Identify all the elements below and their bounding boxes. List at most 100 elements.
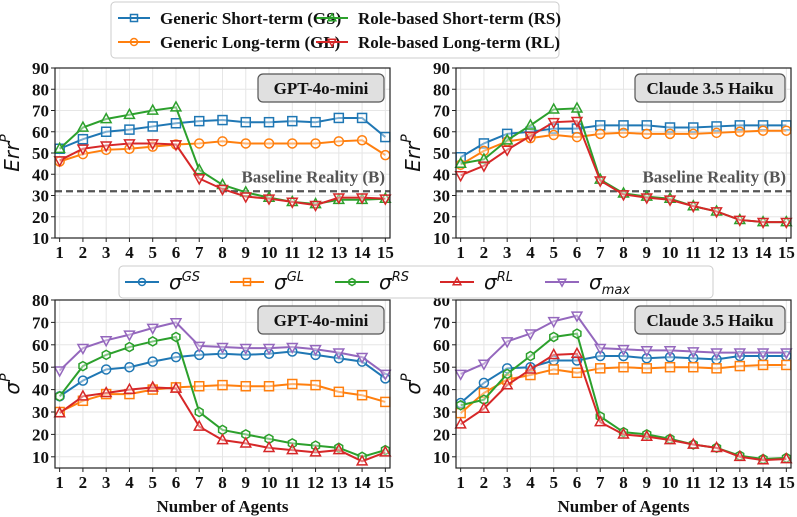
y-tick-label: 10 [32,448,49,467]
legend-marker [451,276,463,286]
x-tick-label: 15 [778,243,795,262]
data-point [77,133,89,145]
data-point [500,378,514,390]
data-point [99,335,113,348]
y-tick-label: 40 [32,165,49,184]
data-point [287,115,298,127]
legend-label: Role-based Short-term (RS) [358,9,561,28]
data-point [733,348,747,360]
data-point [123,330,136,342]
y-tick-label: 40 [433,381,450,400]
x-tick-label: 10 [261,473,278,492]
legend-marker [326,38,338,48]
x-tick-label: 1 [456,243,465,262]
data-point [781,359,792,371]
series-line [460,314,787,375]
data-point [217,114,228,126]
data-point [53,406,66,418]
data-point [478,387,490,399]
x-tick-label: 8 [619,473,628,492]
data-point [216,433,229,445]
series-triangle-up [53,380,392,466]
data-point [477,152,491,164]
legend-label: σmax [589,270,630,298]
data-point [618,127,629,139]
data-point [217,136,228,147]
data-point [193,115,205,127]
baseline-label: Baseline Reality (B) [642,167,786,186]
y-axis-label: ErrP [0,134,24,172]
data-point [594,176,607,188]
x-tick-label: 6 [172,243,181,262]
data-point [193,163,206,175]
panel-title-box [257,305,385,335]
series-line [59,139,386,163]
data-point [333,136,345,147]
data-point [733,449,747,462]
y-tick-label: 40 [433,165,450,184]
data-point [524,329,537,341]
y-tick-label: 20 [32,208,49,227]
data-point [641,128,653,140]
y-tick-label: 60 [32,123,49,142]
data-point [734,360,746,372]
series-triangle-down [53,139,392,213]
x-tick-label: 3 [102,473,111,492]
data-point [756,348,770,360]
y-axis-label: ErrP [399,134,425,172]
legend-label: σRS [379,270,409,294]
axes-frame [455,299,792,469]
y-tick-label: 30 [32,403,49,422]
x-tick-label: 2 [480,473,489,492]
x-tick-label: 7 [195,473,204,492]
data-point [524,131,537,143]
x-tick-label: 13 [330,243,347,262]
data-point [594,350,606,362]
legend-item-GS: σGS [125,270,200,294]
legend-marker [326,12,338,22]
x-tick-label: 2 [79,243,88,262]
legend-marker [556,278,568,288]
legend-label: σRL [484,270,513,294]
y-tick-label: 50 [433,358,450,377]
data-point [570,116,584,129]
data-point [594,343,607,356]
data-point [148,336,158,347]
axes-frame [54,67,391,239]
data-point [76,389,90,401]
y-tick-label: 90 [32,59,49,78]
data-point [216,342,229,354]
x-tick-label: 3 [503,473,512,492]
x-tick-label: 11 [284,473,300,492]
panel-title-box [634,305,786,335]
data-point [286,342,299,354]
data-point [711,127,722,139]
data-point [477,401,491,413]
series-line [59,382,386,413]
legend-item-RS: σRS [335,270,409,294]
data-point [525,350,536,362]
x-tick-label: 6 [172,473,181,492]
data-point [663,195,677,207]
y-tick-label: 20 [32,425,49,444]
x-tick-label: 1 [55,243,64,262]
x-tick-label: 14 [755,473,773,492]
data-point [146,323,159,335]
data-point [477,161,491,173]
data-point [478,377,490,389]
legend-box [110,1,560,59]
y-tick-label: 70 [433,313,450,332]
y-tick-label: 60 [433,123,450,142]
data-point [711,363,722,374]
data-point [239,343,252,356]
data-point [310,379,321,391]
data-point [101,349,111,361]
x-tick-label: 12 [708,243,725,262]
legend-bottom: σGS σGL σRS σRL σmax [118,265,714,299]
data-point [664,361,676,373]
series-triangle-up [454,346,793,465]
data-point [262,343,276,356]
data-point [77,375,89,386]
data-point [688,128,699,140]
